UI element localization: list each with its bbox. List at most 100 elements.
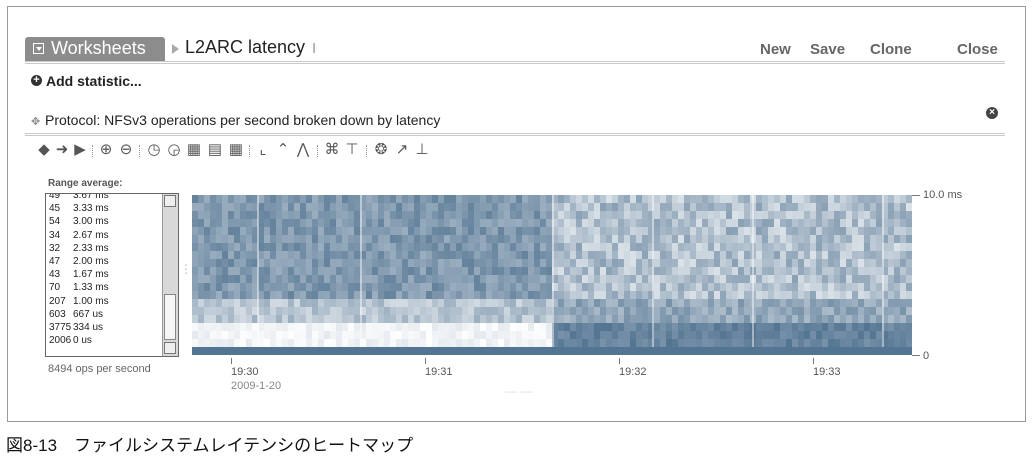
fast-rewind-icon[interactable]: ◶	[167, 141, 181, 158]
rewind-icon[interactable]: ◷	[147, 141, 161, 158]
heatmap-cell	[510, 307, 516, 315]
heatmap-cell	[318, 259, 324, 267]
heatmap-cell	[642, 323, 648, 331]
heatmap-cell	[762, 251, 768, 259]
heatmap-cell	[906, 219, 912, 227]
heatmap-cell	[834, 243, 840, 251]
heatmap-cell	[564, 307, 570, 315]
list-item[interactable]: 43 1.67 ms	[49, 270, 109, 280]
list-item[interactable]: 3775 334 us	[49, 323, 103, 333]
pause-icon[interactable]: ▶	[74, 141, 86, 158]
list-item[interactable]: 45 3.33 ms	[49, 204, 109, 214]
heatmap-cell	[498, 227, 504, 235]
add-statistic-button[interactable]: + Add statistic...	[31, 73, 142, 89]
heatmap-cell	[828, 195, 834, 203]
latency-heatmap[interactable]	[192, 195, 912, 355]
close-button[interactable]: Close	[957, 41, 998, 58]
list-item[interactable]: 34 2.67 ms	[49, 230, 109, 241]
heatmap-cell	[312, 299, 318, 307]
vertical-splitter-icon[interactable]: ⋮	[180, 262, 192, 276]
list-item[interactable]: 54 3.00 ms	[49, 217, 109, 227]
heatmap-cell	[738, 267, 744, 275]
scroll-up-button[interactable]	[164, 195, 176, 207]
heatmap-cell	[528, 227, 534, 235]
heatmap-cell	[444, 307, 450, 315]
heatmap-cell	[828, 267, 834, 275]
heatmap-cell	[732, 283, 738, 291]
list-item-count: 70	[49, 282, 61, 294]
heatmap-cell	[894, 267, 900, 275]
list-item[interactable]: 603 667 us	[49, 309, 103, 320]
list-item[interactable]: 32 2.33 ms	[49, 243, 109, 254]
heatmap-cell	[594, 275, 600, 283]
save-button[interactable]: Save	[810, 41, 846, 58]
heatmap-cell	[222, 347, 228, 355]
list-item[interactable]: 49 3.67 ms	[49, 194, 109, 201]
table-icon[interactable]: ▦	[186, 141, 202, 158]
heatmap-cell	[900, 243, 906, 251]
heatmap-cell	[510, 243, 516, 251]
heatmap-cell	[276, 211, 282, 219]
heatmap-cell	[816, 211, 822, 219]
heatmap-cell	[294, 339, 300, 347]
move-handle-icon[interactable]: ✥	[31, 116, 41, 128]
export-icon[interactable]: ↗	[395, 141, 409, 158]
back-icon[interactable]: ◆	[38, 141, 50, 158]
heatmap-cell	[384, 275, 390, 283]
multi-graph-icon[interactable]: ⋀	[296, 141, 310, 158]
heatmap-cell	[888, 283, 894, 291]
heatmap-cell	[564, 331, 570, 339]
heatmap-cell	[420, 259, 426, 267]
heatmap-cell	[798, 211, 804, 219]
crop-icon[interactable]: ⊤	[345, 141, 359, 158]
heatmap-cell	[516, 323, 522, 331]
heatmap-cell	[594, 331, 600, 339]
scrollbar[interactable]	[162, 194, 178, 356]
range-list[interactable]: 49 3.67 ms 45 3.33 ms 54 3.00 ms 34 2.67 ms 32 2.…	[45, 193, 179, 357]
list-item[interactable]: 70 1.33 ms	[49, 283, 109, 293]
list-item-count: 54	[49, 216, 61, 228]
heatmap-cell	[780, 275, 786, 283]
list-item[interactable]: 207 1.00 ms	[49, 296, 109, 307]
heatmap-cell	[600, 219, 606, 227]
heatmap-cell	[534, 315, 540, 323]
list-item[interactable]: 47 2.00 ms	[49, 257, 109, 267]
heatmap-cell	[252, 259, 258, 267]
heatmap-cell	[402, 291, 408, 299]
heatmap-cell	[444, 315, 450, 323]
worksheet-title[interactable]: L2ARC latency	[185, 37, 306, 57]
scroll-down-button[interactable]	[164, 342, 176, 354]
heatmap-cell	[600, 331, 606, 339]
horizontal-splitter-icon[interactable]: — —	[505, 384, 533, 398]
dropdown-icon[interactable]	[33, 43, 44, 54]
new-button[interactable]: New	[760, 41, 791, 58]
worksheets-tab[interactable]: Worksheets	[25, 37, 165, 61]
scroll-thumb[interactable]	[164, 294, 176, 340]
heatmap-cell	[348, 347, 354, 355]
forward-icon[interactable]: ➜	[55, 141, 69, 158]
zoom-out-icon[interactable]: ⊖	[119, 141, 133, 158]
heatmap-cell	[762, 291, 768, 299]
table-2-icon[interactable]: ▤	[207, 141, 223, 158]
area-graph-icon[interactable]: ⌃	[276, 141, 290, 158]
table-3-icon[interactable]: ▦	[228, 141, 244, 158]
heatmap-cell	[264, 315, 270, 323]
close-statistic-icon[interactable]: ×	[986, 107, 998, 119]
heatmap-cell	[210, 323, 216, 331]
heatmap-cell	[294, 195, 300, 203]
heatmap-cell	[318, 267, 324, 275]
heatmap-cell	[564, 299, 570, 307]
chart-icon[interactable]: ⊥	[415, 141, 429, 158]
line-graph-icon[interactable]: ⌞	[259, 141, 267, 158]
clone-button[interactable]: Clone	[870, 41, 912, 58]
sync-icon[interactable]: ⌘	[324, 141, 340, 158]
heatmap-cell	[558, 251, 564, 259]
heatmap-cell	[222, 203, 228, 211]
drilldown-icon[interactable]: ❂	[374, 141, 388, 158]
list-item[interactable]: 2006 0 us	[49, 336, 92, 346]
zoom-in-icon[interactable]: ⊕	[99, 141, 113, 158]
heatmap-cell	[426, 235, 432, 243]
heatmap-cell	[210, 299, 216, 307]
heatmap-cell	[498, 259, 504, 267]
heatmap-cell	[408, 243, 414, 251]
